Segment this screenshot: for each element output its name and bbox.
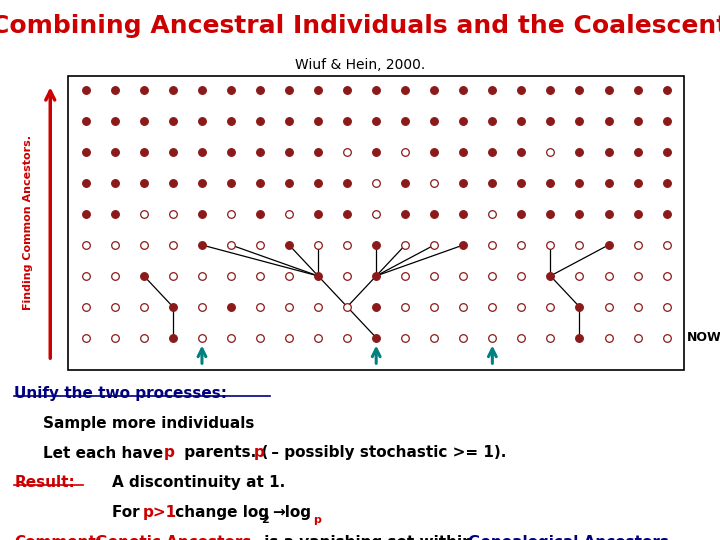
Text: Unify the two processes:: Unify the two processes:	[14, 386, 228, 401]
Text: NOW: NOW	[687, 331, 720, 344]
Text: Let each have: Let each have	[43, 446, 168, 461]
Text: Genealogical Ancestors.: Genealogical Ancestors.	[468, 535, 675, 540]
Text: p: p	[253, 446, 264, 461]
Text: Sample more individuals: Sample more individuals	[43, 416, 255, 431]
Text: For: For	[112, 505, 145, 520]
Text: →log: →log	[272, 505, 311, 520]
Text: Wiuf & Hein, 2000.: Wiuf & Hein, 2000.	[295, 58, 425, 72]
Text: Combining Ancestral Individuals and the Coalescent: Combining Ancestral Individuals and the …	[0, 14, 720, 37]
Text: p: p	[164, 446, 175, 461]
Text: Result:: Result:	[14, 475, 75, 490]
Text: 2: 2	[261, 515, 269, 525]
Text: Finding Common Ancestors.: Finding Common Ancestors.	[23, 135, 33, 310]
Text: Genetic Ancestors: Genetic Ancestors	[90, 535, 251, 540]
Text: change log: change log	[170, 505, 269, 520]
Text: Comment:: Comment:	[14, 535, 102, 540]
Text: p: p	[313, 515, 321, 525]
Text: is a vanishing set within: is a vanishing set within	[259, 535, 479, 540]
Text: parents. (: parents. (	[179, 446, 273, 461]
Text: A discontinuity at 1.: A discontinuity at 1.	[112, 475, 285, 490]
Text: p>1: p>1	[143, 505, 176, 520]
Text: – possibly stochastic >= 1).: – possibly stochastic >= 1).	[266, 446, 507, 461]
